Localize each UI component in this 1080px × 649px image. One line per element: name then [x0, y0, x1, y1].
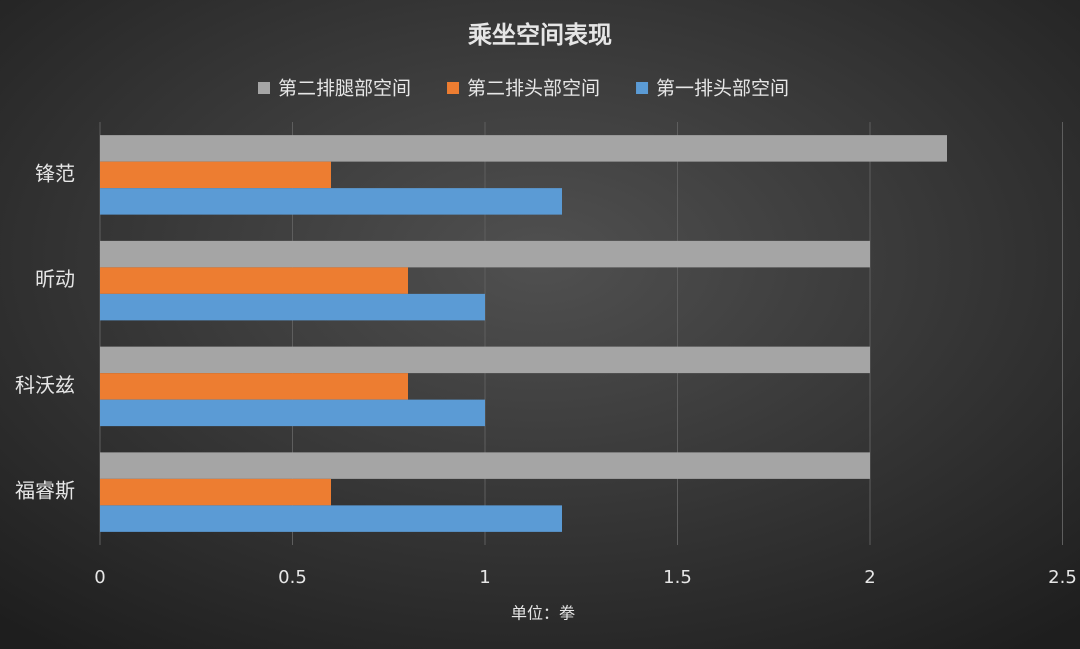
chart-title: 乘坐空间表现	[467, 21, 612, 49]
legend-swatch	[447, 82, 460, 94]
y-tick-label: 科沃兹	[15, 373, 75, 397]
bar	[100, 452, 870, 479]
bar	[100, 161, 331, 189]
x-tick-label: 1.5	[663, 567, 692, 588]
bar	[100, 188, 562, 215]
y-tick-label: 锋范	[35, 161, 75, 185]
bar	[100, 293, 485, 321]
legend-swatch	[258, 82, 270, 94]
y-tick-label: 福睿斯	[15, 479, 75, 503]
bar	[100, 346, 870, 374]
x-tick-label: 2.5	[1048, 567, 1077, 588]
y-tick-label: 昕动	[35, 267, 75, 291]
legend-label: 第一排头部空间	[656, 78, 789, 100]
bar	[100, 399, 485, 427]
bar	[100, 240, 870, 268]
bar	[100, 135, 947, 162]
x-tick-label: 2	[864, 567, 875, 588]
legend-label: 第二排腿部空间	[278, 78, 411, 100]
legend-label: 第二排头部空间	[467, 78, 600, 100]
bar	[100, 267, 408, 294]
bar	[100, 478, 331, 506]
x-tick-label: 0.5	[278, 567, 307, 588]
legend-swatch	[636, 82, 649, 94]
bar	[100, 505, 562, 532]
bar	[100, 373, 408, 400]
x-axis-label: 单位：拳	[511, 604, 575, 623]
x-tick-label: 1	[479, 567, 490, 588]
x-tick-label: 0	[94, 567, 105, 588]
